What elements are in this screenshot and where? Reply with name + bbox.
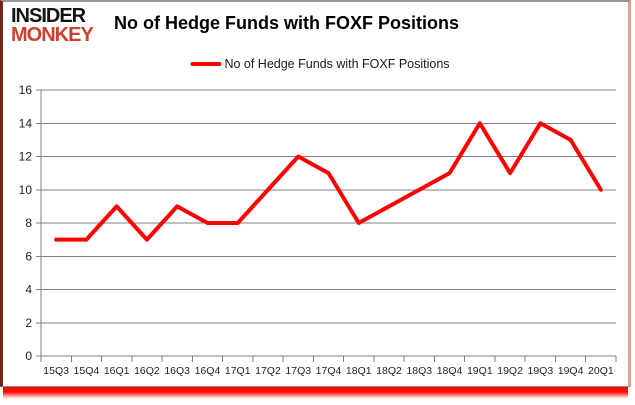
- svg-text:16Q2: 16Q2: [134, 365, 160, 377]
- svg-text:15Q4: 15Q4: [74, 365, 100, 377]
- svg-text:17Q2: 17Q2: [255, 365, 281, 377]
- svg-text:19Q2: 19Q2: [497, 365, 523, 377]
- gridlines: [36, 89, 617, 362]
- svg-text:0: 0: [25, 349, 32, 363]
- bottom-red-glow: [3, 387, 628, 399]
- svg-text:17Q1: 17Q1: [225, 365, 251, 377]
- svg-text:18Q2: 18Q2: [376, 365, 402, 377]
- svg-text:19Q4: 19Q4: [558, 365, 584, 377]
- svg-text:17Q3: 17Q3: [285, 365, 311, 377]
- logo-text-insider: INSIDER: [11, 5, 86, 27]
- svg-text:2: 2: [25, 316, 32, 330]
- svg-text:6: 6: [25, 249, 32, 263]
- svg-text:8: 8: [25, 216, 32, 230]
- legend-line-marker: [190, 62, 222, 66]
- svg-text:19Q3: 19Q3: [527, 365, 553, 377]
- legend-label: No of Hedge Funds with FOXF Positions: [224, 57, 450, 71]
- series-line-hedge-funds: [54, 121, 603, 242]
- svg-text:10: 10: [19, 183, 33, 197]
- svg-text:16Q3: 16Q3: [164, 365, 190, 377]
- svg-text:4: 4: [25, 283, 32, 297]
- svg-text:16Q4: 16Q4: [195, 365, 221, 377]
- svg-text:17Q4: 17Q4: [316, 365, 342, 377]
- insider-monkey-logo: INSIDER MONKEY: [11, 5, 94, 46]
- svg-text:18Q3: 18Q3: [406, 365, 432, 377]
- svg-text:16Q1: 16Q1: [104, 365, 130, 377]
- svg-text:19Q1: 19Q1: [467, 365, 493, 377]
- logo-text-monkey: MONKEY: [11, 24, 94, 46]
- svg-text:12: 12: [19, 150, 33, 164]
- svg-text:18Q4: 18Q4: [437, 365, 463, 377]
- svg-text:18Q1: 18Q1: [346, 365, 372, 377]
- y-axis-labels: 0 2 4 6 8 10 12 14 16: [19, 83, 33, 363]
- svg-text:16: 16: [19, 83, 33, 97]
- chart-title: No of Hedge Funds with FOXF Positions: [114, 13, 459, 33]
- legend: No of Hedge Funds with FOXF Positions: [190, 57, 450, 71]
- svg-text:15Q3: 15Q3: [43, 365, 69, 377]
- x-axis-labels: 15Q3 15Q4 16Q1 16Q2 16Q3 16Q4 17Q1 17Q2 17Q3 17Q4…: [43, 365, 614, 377]
- svg-text:20Q1: 20Q1: [588, 365, 614, 377]
- svg-text:14: 14: [19, 116, 33, 130]
